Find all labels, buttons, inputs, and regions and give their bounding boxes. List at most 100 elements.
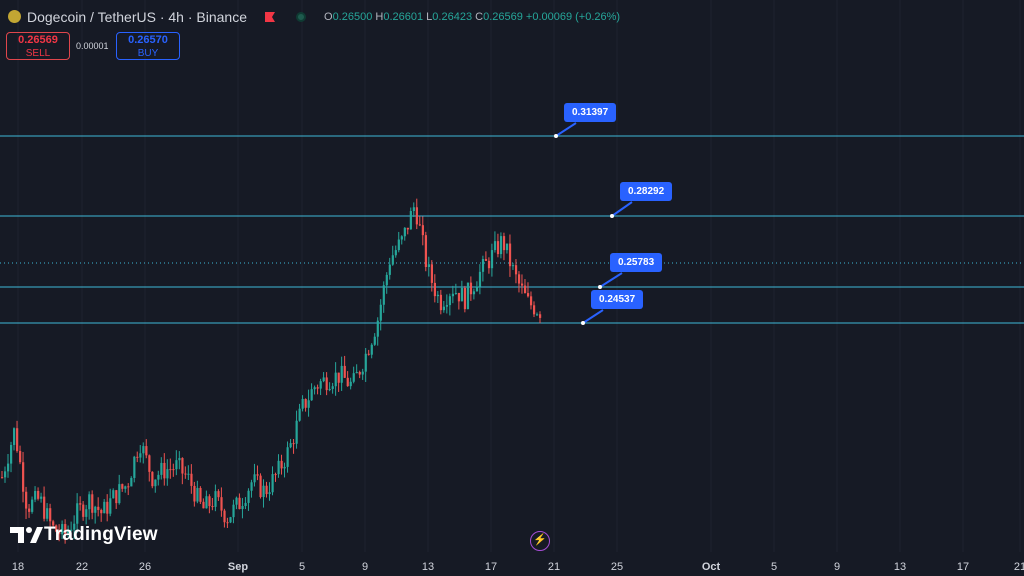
candle xyxy=(385,272,388,294)
buy-label: BUY xyxy=(137,48,159,59)
candle xyxy=(400,235,403,245)
candle-body xyxy=(478,271,482,287)
x-tick-label: 5 xyxy=(770,561,778,573)
candle xyxy=(442,300,446,313)
candle xyxy=(16,420,19,453)
flag-icon[interactable] xyxy=(264,11,276,23)
candle xyxy=(256,465,259,481)
candle-body xyxy=(463,287,467,310)
candle xyxy=(418,216,421,227)
candle-body xyxy=(67,530,70,535)
candle xyxy=(169,458,172,479)
candle-body xyxy=(58,531,61,535)
candle-body xyxy=(334,372,337,387)
tradingview-logo-icon[interactable] xyxy=(10,524,170,546)
candle-body xyxy=(40,496,43,499)
symbol-title[interactable]: Dogecoin / TetherUS · 4h · Binance xyxy=(27,9,247,25)
candle-body xyxy=(373,336,376,345)
candle xyxy=(250,479,253,498)
candle xyxy=(121,483,124,492)
candle-body xyxy=(298,408,301,421)
candle-body xyxy=(31,499,34,512)
candle xyxy=(481,255,485,282)
candle-body xyxy=(64,524,67,535)
sell-button[interactable]: 0.26569 SELL xyxy=(6,32,70,60)
candle xyxy=(268,482,271,501)
candle-body xyxy=(445,305,449,307)
sell-price: 0.26569 xyxy=(18,34,58,46)
candle xyxy=(70,521,73,532)
candle-body xyxy=(292,443,295,445)
candle xyxy=(433,274,437,303)
candle-body xyxy=(310,389,313,401)
candle xyxy=(172,463,175,477)
candle xyxy=(526,282,530,298)
candle-body xyxy=(70,529,73,531)
buy-button[interactable]: 0.26570 BUY xyxy=(116,32,180,60)
candle-body xyxy=(118,484,121,504)
candle xyxy=(391,245,394,266)
candle-body xyxy=(109,498,112,514)
candle-body xyxy=(448,296,452,306)
spread-value: 0.00001 xyxy=(76,41,109,51)
lightning-icon[interactable]: ⚡ xyxy=(530,531,550,551)
candle-body xyxy=(328,388,331,391)
candle-body xyxy=(244,502,247,507)
open-label: O xyxy=(324,11,333,23)
candle-body xyxy=(61,524,64,535)
candle xyxy=(232,499,235,524)
candle xyxy=(421,216,424,246)
candle xyxy=(319,378,322,396)
candle-body xyxy=(187,473,190,475)
candle xyxy=(310,383,313,401)
candle-body xyxy=(10,444,13,464)
candle xyxy=(4,466,7,483)
candle xyxy=(199,486,202,505)
candle-body xyxy=(19,450,22,463)
level-callout[interactable]: 0.24537 xyxy=(591,290,644,309)
candle-body xyxy=(205,496,208,509)
candle xyxy=(322,372,325,383)
candle-body xyxy=(79,503,82,505)
level-callout[interactable]: 0.28292 xyxy=(620,182,673,201)
candle-body xyxy=(418,224,421,226)
candle xyxy=(394,245,397,258)
candle xyxy=(190,464,193,494)
candle-body xyxy=(97,506,100,510)
x-tick-label: 9 xyxy=(361,561,369,573)
candle-body xyxy=(526,293,530,297)
candle-body xyxy=(130,477,133,487)
candle-body xyxy=(511,265,515,267)
candle xyxy=(472,288,476,300)
candle xyxy=(79,496,82,511)
candle-body xyxy=(88,494,91,510)
candle-body xyxy=(490,250,494,269)
candle-body xyxy=(376,320,379,337)
candle-body xyxy=(7,463,10,472)
candle xyxy=(535,312,539,316)
level-callout[interactable]: 0.25783 xyxy=(610,253,663,272)
candle xyxy=(61,520,64,539)
candle-body xyxy=(517,274,521,284)
candle-body xyxy=(220,497,223,511)
candle-body xyxy=(508,243,512,267)
open-value: 0.26500 xyxy=(332,11,373,23)
candle xyxy=(499,232,503,259)
candle-body xyxy=(346,377,349,387)
level-callout[interactable]: 0.31397 xyxy=(564,103,617,122)
x-tick-label: 21 xyxy=(1013,561,1024,573)
candle xyxy=(211,497,214,511)
candle-body xyxy=(421,225,424,236)
candle xyxy=(280,454,283,475)
candle-body xyxy=(232,504,235,518)
candle-body xyxy=(355,372,358,374)
x-tick-label: 22 xyxy=(75,561,89,573)
candle xyxy=(409,207,412,230)
close-label: C xyxy=(475,11,484,23)
candle-body xyxy=(451,293,455,297)
candle xyxy=(184,466,187,479)
candle-body xyxy=(409,211,412,230)
candle-body xyxy=(361,371,364,375)
candle xyxy=(427,256,430,277)
